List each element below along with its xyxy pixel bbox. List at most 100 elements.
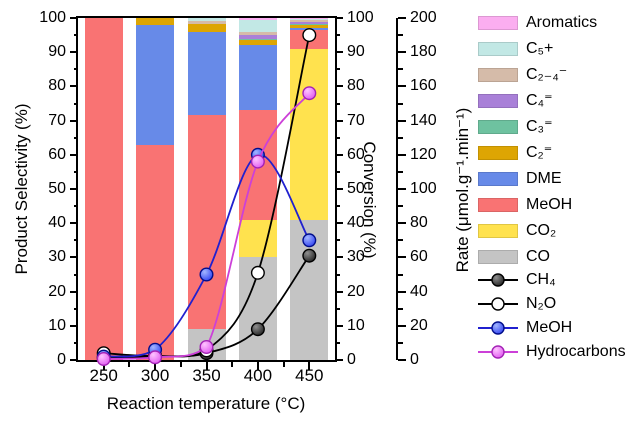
ax-left-tick-65 (73, 136, 78, 139)
ax-conv-label-10: 10 (347, 316, 365, 334)
y-axis-title-rate: Rate (μmol.g⁻¹.min⁻¹) (453, 107, 472, 273)
legend-label-c4eq: C₄⁼ (526, 92, 553, 109)
ax-left-label-50: 50 (48, 180, 66, 197)
ax-rate-tick-190 (398, 34, 403, 37)
x-tick-300 (154, 362, 157, 370)
legend-swatch-aromatics (478, 16, 518, 30)
ax-left-tick-95 (73, 34, 78, 37)
ax-conv-tick-60 (335, 153, 343, 156)
ax-left-tick-55 (73, 170, 78, 173)
ax-conv-label-80: 80 (347, 77, 365, 95)
ax-rate-label-60: 60 (410, 248, 428, 266)
legend-swatch-c2-4m (478, 68, 518, 82)
bar-segment-meoh (136, 144, 175, 360)
ax-rate-label-20: 20 (410, 316, 428, 334)
ax-rate-label-120: 120 (410, 145, 437, 163)
ax-conv-tick-55 (335, 170, 340, 173)
ax-rate-tick-50 (398, 273, 403, 276)
ax-conv-label-30: 30 (347, 248, 365, 266)
bar-segment-dme (238, 45, 277, 111)
plot-area (78, 18, 335, 360)
ax-conv-tick-30 (335, 256, 343, 259)
ax-rate-tick-10 (398, 341, 403, 344)
ax-left-label-60: 60 (48, 145, 66, 163)
bar-segment-aromatics (290, 18, 329, 20)
bar-segment-co2 (290, 48, 329, 220)
bar-segment-meoh (238, 110, 277, 220)
ax-rate-tick-90 (398, 205, 403, 208)
rate-axis-ticks: 0 20 40 60 80 100 120 140 160 180 200 (396, 9, 456, 368)
bar-segment-co2 (238, 219, 277, 258)
ax-rate-label-80: 80 (410, 214, 428, 232)
ax-rate-label-160: 160 (410, 77, 437, 95)
ax-rate-label-40: 40 (410, 282, 428, 300)
ax-rate-tick-170 (398, 68, 403, 71)
ax-left-label-100: 100 (39, 9, 66, 26)
x-minortick-0 (128, 362, 131, 367)
ax-left-tick-25 (73, 273, 78, 276)
bar-segment-co (238, 257, 277, 360)
stacked-bar-400 (238, 18, 277, 360)
bar-segment-aromatics (238, 18, 277, 21)
ax-conv-tick-90 (335, 51, 343, 54)
legend-label-aromatics: Aromatics (526, 14, 598, 31)
legend-label-hydrocarbons-line: Hydrocarbons (526, 343, 626, 360)
ax-conv-tick-20 (335, 290, 343, 293)
bar-segment-c3eq (238, 38, 277, 41)
ax-rate-tick-200 (398, 17, 406, 19)
legend-item-c2-4m: C₂₋₄⁻ (478, 62, 567, 88)
ax-left-tick-45 (73, 205, 78, 208)
legend-swatch-co (478, 250, 518, 264)
ax-conv-tick-25 (335, 273, 340, 276)
ax-conv-label-20: 20 (347, 282, 365, 300)
ax-left-label-10: 10 (48, 316, 66, 334)
legend-label-c5plus: C₅+ (526, 40, 554, 57)
ax-rate-label-180: 180 (410, 43, 437, 61)
x-label-350: 350 (192, 366, 221, 385)
ax-left-tick-80 (70, 85, 78, 88)
ax-conv-tick-75 (335, 102, 340, 105)
bar-segment-c2-4m (290, 20, 329, 23)
x-tick-350 (205, 362, 208, 370)
ax-conv-label-90: 90 (347, 43, 365, 61)
ax-rate-label-100: 100 (410, 180, 437, 197)
ax-left-tick-10 (70, 324, 78, 327)
legend-label-c3eq: C₃⁼ (526, 118, 553, 135)
legend-item-c5plus: C₅+ (478, 36, 553, 62)
legend-label-c2-4m: C₂₋₄⁻ (526, 66, 568, 83)
ax-rate-spine (396, 18, 398, 360)
ax-rate-tick-120 (398, 153, 406, 156)
ax-rate-tick-60 (398, 256, 406, 259)
ax-left-tick-30 (70, 256, 78, 259)
legend-swatch-dme (478, 172, 518, 186)
ax-rate-tick-40 (398, 290, 406, 293)
stacked-bar-450 (290, 18, 329, 360)
x-minortick-3 (282, 362, 285, 367)
legend-item-hydrocarbons-line: Hydrocarbons (478, 340, 626, 364)
ax-rate-label-140: 140 (410, 111, 437, 129)
legend-label-n2o-line: N₂O (526, 295, 557, 312)
ax-left-tick-85 (73, 68, 78, 71)
stacked-bar-300 (136, 18, 175, 360)
bar-segment-dme (290, 27, 329, 30)
ax-left-label-20: 20 (48, 282, 66, 300)
ax-rate-tick-110 (398, 170, 403, 173)
ax-left-label-90: 90 (48, 43, 66, 61)
ax-conv-label-40: 40 (347, 214, 365, 232)
stacked-bar-250 (84, 18, 123, 360)
legend-swatch-c5plus (478, 42, 518, 56)
bar-segment-c2eq (136, 18, 175, 25)
bar-segment-c4eq (238, 35, 277, 39)
x-label-300: 300 (140, 366, 170, 385)
bar-segment-co (187, 329, 226, 360)
ax-left-tick-50 (70, 188, 78, 190)
legend-marker-n2o (478, 296, 518, 312)
x-axis-title: Reaction temperature (°C) (106, 394, 306, 413)
ax-conv-tick-35 (335, 239, 340, 242)
ax-rate-tick-140 (398, 119, 406, 122)
stacked-bar-350 (187, 18, 226, 360)
ax-left-tick-100 (70, 17, 78, 19)
ax-rate-tick-80 (398, 222, 406, 225)
legend-marker-hydrocarbons (478, 344, 518, 360)
